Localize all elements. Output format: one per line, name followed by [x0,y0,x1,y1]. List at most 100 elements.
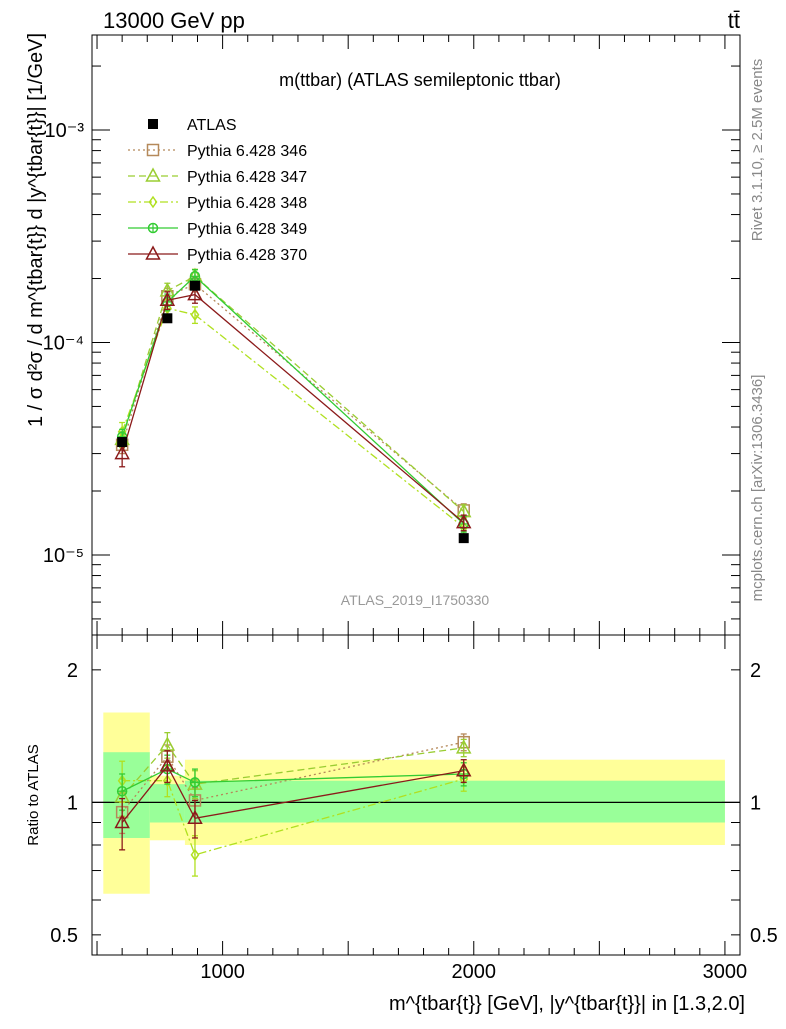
marker-triangle-open [114,813,130,829]
atlas-data-point [458,533,469,544]
legend-label: Pythia 6.428 346 [187,143,307,160]
series-line [121,283,465,511]
data-point [455,514,472,529]
legend-label: ATLAS [187,117,237,134]
legend-label: Pythia 6.428 347 [187,169,307,186]
ratio-data-point [187,809,203,825]
marker-triangle-open [455,514,472,529]
main-ytick-label: 10⁻⁴ [43,332,84,354]
marker-square-open [146,143,160,157]
watermark: ATLAS_2019_I1750330 [341,592,490,608]
ratio-ytick-label: 2 [67,660,78,682]
chart-title: m(ttbar) (ATLAS semileptonic ttbar) [279,70,561,90]
ratio-series-line [121,741,464,813]
marker-triangle-open [114,445,130,460]
ratio-data-point [159,757,176,772]
atlas-data-point [189,280,200,291]
main-ytick-label: 10⁻³ [45,120,85,142]
ratio-ytick-label-right: 0.5 [750,925,778,947]
legend-marker [148,195,158,209]
ratio-data-point [159,736,176,751]
ratio-series-line [121,764,464,823]
series-line [121,275,465,525]
series-pythia-6-428-348 [117,299,469,537]
ratio-ytick-label: 1 [67,792,78,814]
ratio-data-point [455,762,472,777]
ratio-frame [91,634,741,956]
ratio-ytick-label-right: 1 [750,792,761,814]
marker-diamond-open [190,848,200,862]
legend-label: Pythia 6.428 348 [187,195,307,212]
ratio-data-point [114,813,130,829]
data-point [190,308,200,322]
marker-triangle-open [159,757,176,772]
marker-triangle-open [145,167,161,182]
series-pythia-6-428-346 [115,276,470,519]
header-left: 13000 GeV pp [103,8,245,33]
data-point [189,270,201,282]
marker-triangle-open [187,286,203,301]
uncertainty-band-inner [184,780,725,823]
legend: ATLAS Pythia 6.428 346 Pythia 6.428 347 Pyt… [128,117,307,264]
legend-item-pythia-6-428-349: Pythia 6.428 349 [128,221,307,238]
ratio-ytick-label-right: 2 [750,660,761,682]
marker-square [458,533,469,544]
header-right: tt̄ [728,8,740,33]
ratio-series-line [121,743,464,798]
legend-marker [146,143,160,157]
marker-triangle-open [455,762,472,777]
marker-diamond-open [190,308,200,322]
series-atlas [117,280,469,544]
main-panel: 10⁻⁵ 10⁻⁴ 10⁻³ m(ttbar) (ATLAS semileptonic… [25,33,741,636]
rivet-label: Rivet 3.1.10, ≥ 2.5M events [749,59,766,242]
legend-marker [147,222,159,234]
legend-marker [145,245,161,260]
legend-item-pythia-6-428-347: Pythia 6.428 347 [128,167,307,186]
data-point [159,291,176,307]
legend-marker [145,167,161,182]
series-pythia-6-428-370 [114,286,472,532]
ratio-data-point [190,848,200,862]
ratio-data-point [189,777,201,788]
legend-marker [148,119,158,129]
marker-triangle-open [159,736,176,751]
xtick-label: 1000 [200,961,245,983]
marker-triangle-open [145,245,161,260]
mcplots-label: mcplots.cern.ch [arXiv:1306.3436] [749,375,766,602]
marker-square [162,313,173,324]
xlabel: m^{tbar{t}} [GeV], |y^{tbar{t}}| in [1.3… [389,993,745,1015]
main-ylabel: 1 / σ d²σ / d m^{tbar{t}} d |y^{tbar{t}}… [25,33,47,427]
data-point [187,286,203,301]
atlas-data-point [162,313,173,324]
marker-square [189,280,200,291]
legend-label: Pythia 6.428 349 [187,221,307,238]
ratio-data-point [455,739,472,754]
ratio-ylabel: Ratio to ATLAS [25,744,42,845]
xtick-label: 2000 [452,961,497,983]
marker-square [117,437,128,448]
marker-diamond-open [162,774,172,787]
series-line [121,293,465,524]
legend-item-pythia-6-428-370: Pythia 6.428 370 [128,245,307,264]
ratio-data-point [162,774,172,787]
marker-triangle-open [159,291,176,307]
marker-square [148,119,158,129]
main-ytick-label: 10⁻⁵ [43,545,84,567]
legend-item-atlas: ATLAS [148,117,237,134]
marker-triangle-open [455,739,472,754]
series-line [121,307,465,528]
xtick-label: 3000 [703,961,748,983]
ratio-ytick-label: 0.5 [50,925,78,947]
legend-item-pythia-6-428-348: Pythia 6.428 348 [128,195,307,212]
marker-diamond-open [148,195,158,209]
ratio-series-line [121,768,464,792]
legend-label: Pythia 6.428 370 [187,247,307,264]
legend-item-pythia-6-428-346: Pythia 6.428 346 [128,143,307,160]
ratio-data-point [116,785,128,797]
series-line [121,275,465,513]
ratio-panel: 0.5 0.5 1 1 2 2 1000 2000 3000 Ratio to ATLAS m^{t… [25,634,778,1015]
atlas-data-point [117,437,128,448]
marker-triangle-open [187,809,203,825]
data-point [114,445,130,460]
